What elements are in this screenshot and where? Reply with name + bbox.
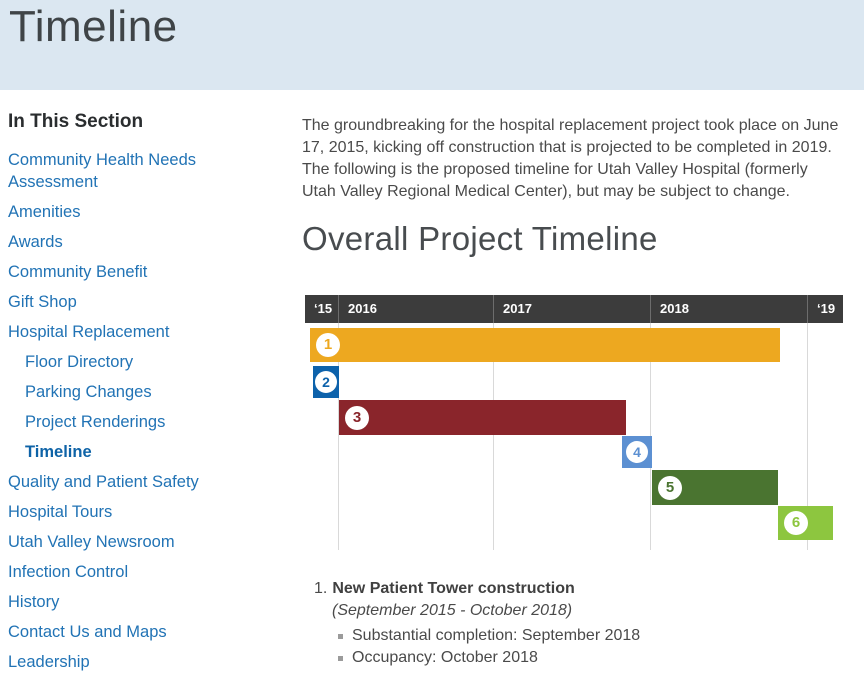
bar-number-1: 1 — [316, 333, 340, 357]
sidebar-item-utah-valley-newsroom[interactable]: Utah Valley Newsroom — [8, 533, 175, 551]
legend-detail: Occupancy: October 2018 — [338, 647, 842, 669]
sidebar-item-timeline[interactable]: Timeline — [25, 443, 92, 461]
sidebar-item-gift-shop[interactable]: Gift Shop — [8, 293, 77, 311]
axis-label-2018: 2018 — [650, 295, 807, 323]
sidebar-item-history[interactable]: History — [8, 593, 60, 611]
sidebar-item-amenities[interactable]: Amenities — [8, 203, 81, 221]
timeline-bar-6: 6 — [778, 506, 833, 540]
sidebar-item-infection-control[interactable]: Infection Control — [8, 563, 129, 581]
timeline-bar-5: 5 — [652, 470, 778, 505]
legend-item-dates: (September 2015 - October 2018) — [332, 602, 573, 619]
chart-gridline — [807, 323, 808, 550]
bar-number-6: 6 — [784, 511, 808, 535]
sidebar-item-awards[interactable]: Awards — [8, 233, 63, 251]
sidebar-heading: In This Section — [8, 111, 144, 132]
sidebar: In This Section Community Health Needs A… — [8, 108, 240, 681]
sidebar-item-community-health-needs-assessment[interactable]: Community Health Needs Assessment — [8, 151, 196, 191]
timeline-bar-2: 2 — [313, 366, 339, 398]
timeline-bar-4: 4 — [622, 436, 652, 468]
timeline-bar-3: 3 — [339, 400, 626, 435]
sidebar-item-quality-and-patient-safety[interactable]: Quality and Patient Safety — [8, 473, 199, 491]
chart-gridline — [493, 323, 494, 550]
bar-number-4: 4 — [626, 441, 648, 463]
chart-gridline — [338, 323, 339, 550]
sidebar-item-hospital-replacement[interactable]: Hospital Replacement — [8, 323, 170, 341]
intro-paragraph: The groundbreaking for the hospital repl… — [302, 117, 839, 200]
main-content: The groundbreaking for the hospital repl… — [302, 112, 843, 669]
axis-label-2017: 2017 — [493, 295, 650, 323]
sidebar-item-leadership[interactable]: Leadership — [8, 653, 90, 671]
sidebar-item-parking-changes[interactable]: Parking Changes — [25, 383, 152, 401]
bar-number-5: 5 — [658, 475, 682, 500]
chart-axis-header: ‘15 2016 2017 2018 ‘19 — [305, 295, 843, 323]
legend-item-number: 1. — [314, 580, 328, 597]
legend-details-list: Substantial completion: September 2018 Oc… — [314, 625, 842, 669]
sidebar-item-hospital-tours[interactable]: Hospital Tours — [8, 503, 113, 521]
sidebar-item-contact-us-and-maps[interactable]: Contact Us and Maps — [8, 623, 167, 641]
page-header-band: Timeline — [0, 0, 864, 90]
sidebar-item-community-benefit[interactable]: Community Benefit — [8, 263, 148, 281]
axis-label-15: ‘15 — [314, 301, 333, 316]
sidebar-item-project-renderings[interactable]: Project Renderings — [25, 413, 166, 431]
axis-label-2016: 2016 — [338, 295, 493, 323]
timeline-legend: 1. New Patient Tower construction (Septem… — [314, 578, 842, 669]
bar-number-2: 2 — [315, 371, 337, 393]
bar-number-3: 3 — [345, 405, 369, 430]
legend-detail: Substantial completion: September 2018 — [338, 625, 842, 647]
legend-item-head: 1. New Patient Tower construction — [314, 578, 842, 600]
section-heading: Overall Project Timeline — [302, 220, 658, 257]
timeline-bar-1: 1 — [310, 328, 780, 362]
page-title: Timeline — [9, 2, 178, 51]
axis-label-19: ‘19 — [807, 295, 843, 323]
legend-item-title: New Patient Tower construction — [332, 580, 575, 597]
section-nav-list: Community Health Needs Assessment Ameniti… — [8, 149, 240, 673]
sidebar-item-floor-directory[interactable]: Floor Directory — [25, 353, 134, 371]
